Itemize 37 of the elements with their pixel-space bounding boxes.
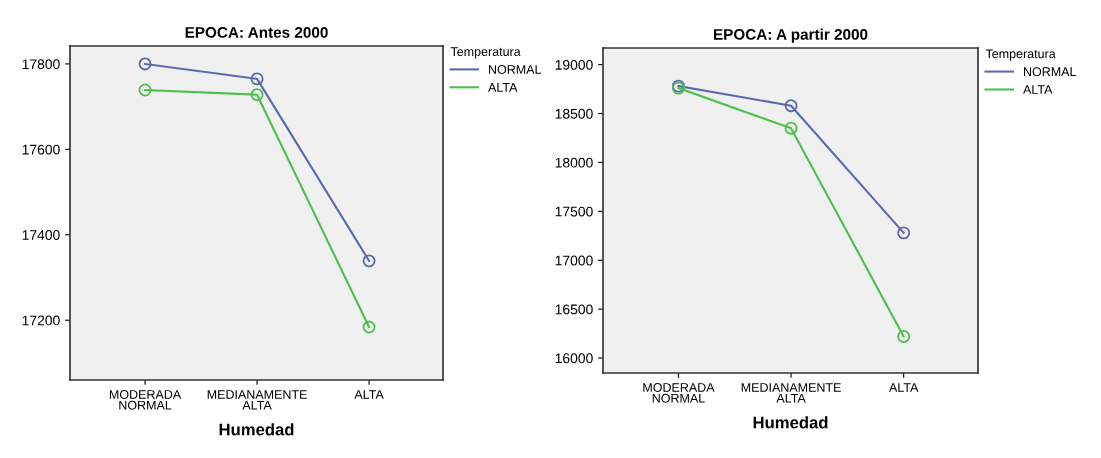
y-tick-label: 18500 bbox=[555, 108, 593, 119]
y-tick-label: 17400 bbox=[22, 230, 60, 240]
legend-label: ALTA bbox=[488, 83, 518, 92]
y-tick-label: 17800 bbox=[22, 59, 60, 70]
legend-title: Temperatura bbox=[450, 47, 521, 59]
x-axis-title: Humedad bbox=[753, 416, 828, 429]
y-tick-label: 17200 bbox=[22, 315, 60, 326]
point bbox=[784, 99, 798, 113]
x-tick-label: ALTA bbox=[354, 390, 384, 399]
y-tick-label: 16500 bbox=[555, 304, 593, 315]
x-tick-label: MODERADA NORMAL bbox=[643, 383, 715, 403]
y-tick-label: 18000 bbox=[555, 157, 593, 168]
chart-title: EPOCA: A partir 2000 bbox=[713, 28, 868, 43]
y-tick-label: 17500 bbox=[555, 206, 593, 217]
point bbox=[362, 320, 376, 334]
x-axis-title: Humedad bbox=[219, 423, 294, 436]
legend-label: NORMAL bbox=[1024, 67, 1077, 77]
point bbox=[897, 330, 911, 343]
legend-title: Temperatura bbox=[985, 49, 1056, 61]
legend-label: ALTA bbox=[1023, 85, 1053, 94]
point bbox=[362, 254, 376, 268]
point bbox=[138, 83, 152, 97]
point bbox=[138, 57, 152, 71]
y-tick-label: 17600 bbox=[22, 144, 60, 155]
chart-title: EPOCA: Antes 2000 bbox=[185, 27, 328, 38]
x-tick-label: MEDIANAMENTE ALTA bbox=[207, 390, 307, 410]
point bbox=[897, 226, 911, 240]
y-tick-label: 19000 bbox=[555, 59, 593, 70]
point bbox=[250, 72, 264, 86]
x-tick-label: MEDIANAMENTE ALTA bbox=[741, 383, 841, 403]
y-tick-label: 17000 bbox=[555, 255, 593, 266]
y-tick-label: 16000 bbox=[555, 353, 593, 364]
x-tick-label: ALTA bbox=[888, 383, 919, 392]
point bbox=[784, 121, 798, 135]
x-tick-label: MODERADA NORMAL bbox=[109, 390, 182, 410]
point bbox=[250, 88, 264, 102]
legend-label: NORMAL bbox=[489, 65, 542, 74]
